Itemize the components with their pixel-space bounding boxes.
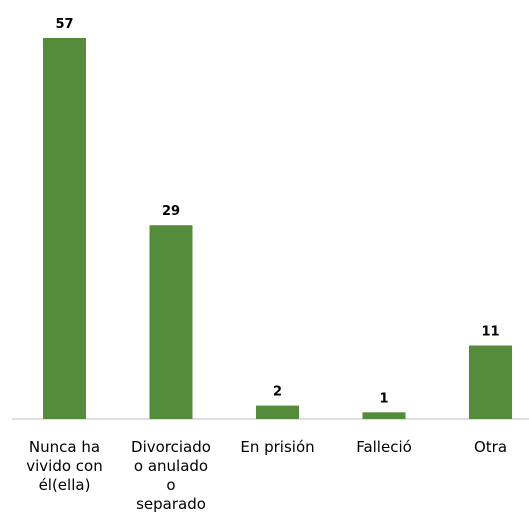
category-label-4: Otra bbox=[474, 438, 507, 456]
category-label-line: él(ella) bbox=[39, 476, 91, 494]
category-labels-group: Nunca ha vivido con él(ella) Divorciado o an… bbox=[26, 438, 507, 513]
bar-2 bbox=[256, 405, 299, 419]
data-label-4: 11 bbox=[481, 325, 499, 340]
bar-1 bbox=[149, 225, 193, 419]
category-label-0: Nunca ha vivido con él(ella) bbox=[26, 438, 103, 494]
category-label-line: o anulado bbox=[134, 457, 208, 475]
category-label-2: En prisión bbox=[240, 438, 314, 456]
category-label-line: o bbox=[166, 476, 175, 494]
category-label-line: separado bbox=[136, 495, 206, 513]
bar-3 bbox=[362, 412, 406, 419]
category-label-line: vivido con bbox=[26, 457, 103, 475]
category-label-line: Otra bbox=[474, 438, 507, 456]
category-label-line: Nunca ha bbox=[29, 438, 100, 456]
data-label-3: 1 bbox=[379, 391, 388, 406]
bars-group bbox=[43, 38, 512, 419]
bar-4 bbox=[469, 345, 512, 419]
data-label-2: 2 bbox=[273, 385, 282, 400]
category-label-3: Falleció bbox=[356, 438, 412, 456]
category-label-line: En prisión bbox=[240, 438, 314, 456]
data-label-0: 57 bbox=[55, 17, 73, 32]
category-label-1: Divorciado o anulado o separado bbox=[131, 438, 211, 513]
category-label-line: Divorciado bbox=[131, 438, 211, 456]
category-label-line: Falleció bbox=[356, 438, 412, 456]
bar-0 bbox=[43, 38, 86, 419]
data-label-1: 29 bbox=[162, 204, 180, 219]
